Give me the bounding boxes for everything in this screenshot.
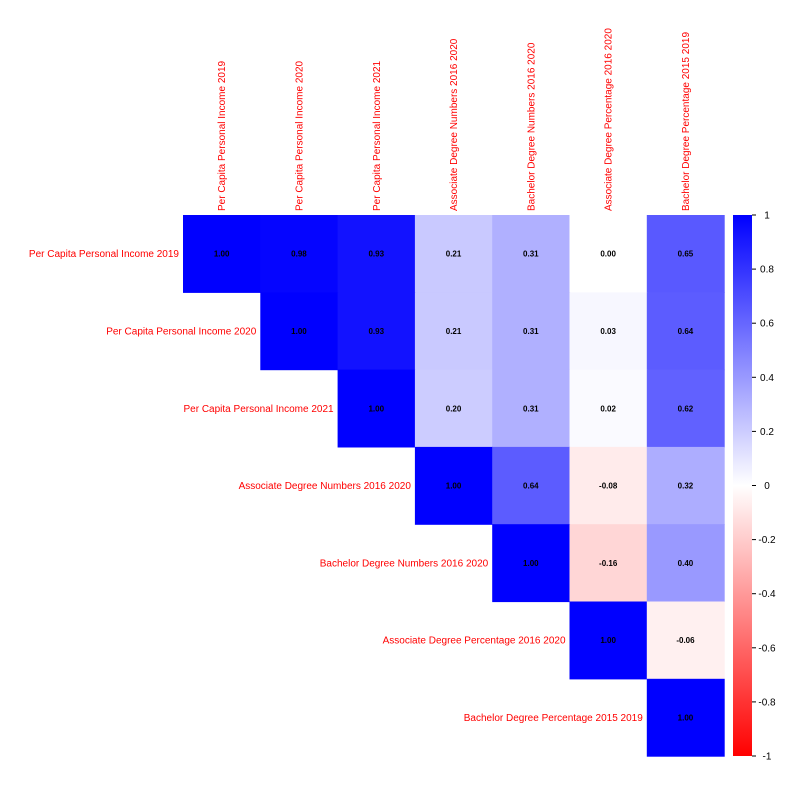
colorbar-tick-label: -1 [763,752,772,763]
heatmap-cell [646,678,725,757]
cell-value-label: 0.93 [368,250,384,259]
colorbar-tick-label: 0.2 [760,427,774,438]
heatmap-cell [646,369,725,448]
heatmap-cell [414,215,493,293]
heatmap-cell [414,369,493,448]
cell-value-label: 0.98 [291,250,307,259]
cell-value-label: 1.00 [446,482,462,491]
cell-value-label: 1.00 [291,327,307,336]
cell-value-label: 0.32 [678,482,694,491]
heatmap-cell [492,446,571,525]
heatmap-cell [569,601,648,680]
cell-value-label: -0.08 [599,482,618,491]
heatmap-cell [492,215,571,293]
cell-value-label: 0.21 [446,327,462,336]
column-label: Associate Degree Numbers 2016 2020 [449,38,460,211]
cell-value-label: 0.02 [600,404,616,413]
cell-value-label: 1.00 [678,713,694,722]
row-label: Bachelor Degree Numbers 2016 2020 [320,558,489,569]
heatmap-cell [569,369,648,448]
column-label: Per Capita Personal Income 2020 [294,60,305,211]
cell-value-label: 0.93 [368,327,384,336]
cell-value-label: 0.31 [523,250,539,259]
cell-value-label: 0.31 [523,327,539,336]
row-label: Associate Degree Numbers 2016 2020 [239,481,412,492]
heatmap-cell [646,292,725,371]
cell-value-label: 0.21 [446,250,462,259]
cell-value-label: 0.03 [600,327,616,336]
row-label: Associate Degree Percentage 2016 2020 [383,636,566,647]
cell-value-label: 1.00 [600,636,616,645]
row-label: Per Capita Personal Income 2019 [29,249,180,260]
column-label: Associate Degree Percentage 2016 2020 [604,28,615,211]
heatmap-cell [492,524,571,603]
row-label: Per Capita Personal Income 2021 [184,404,335,415]
colorbar-tick-label: -0.8 [758,697,776,708]
heatmap-cell [337,215,416,293]
column-label: Bachelor Degree Numbers 2016 2020 [526,42,537,211]
colorbar [733,215,752,756]
heatmap-cell [646,215,725,293]
cell-value-label: 0.64 [678,327,694,336]
cell-value-label: 0.00 [600,250,616,259]
heatmap-cell [337,369,416,448]
row-label: Bachelor Degree Percentage 2015 2019 [464,713,643,724]
heatmap-cell [414,446,493,525]
colorbar-tick-label: -0.6 [758,643,776,654]
column-label: Per Capita Personal Income 2019 [217,60,228,211]
cell-value-label: 0.64 [523,482,539,491]
heatmap-cell [414,292,493,371]
heatmap-cell [492,292,571,371]
heatmap-cell [492,369,571,448]
heatmap-cell [260,215,339,293]
colorbar-tick-label: 0 [764,481,770,492]
colorbar-tick-label: -0.4 [758,589,776,600]
heatmap-cells [183,215,725,757]
cell-value-label: -0.06 [676,636,695,645]
colorbar-tick-label: 1 [764,211,770,222]
colorbar-tick-label: -0.2 [758,535,776,546]
cell-value-label: 0.62 [678,404,694,413]
row-label: Per Capita Personal Income 2020 [106,326,257,337]
heatmap-cell [646,524,725,603]
heatmap-cell [569,524,648,603]
cell-value-label: 0.31 [523,404,539,413]
cell-value-label: 0.20 [446,404,462,413]
heatmap-cell [569,292,648,371]
heatmap-cell [260,292,339,371]
heatmap-cell [646,601,725,680]
column-label: Bachelor Degree Percentage 2015 2019 [681,32,692,211]
colorbar-tick-label: 0.6 [760,319,774,330]
cell-value-label: 1.00 [368,404,384,413]
heatmap-cell [569,446,648,525]
heatmap-cell [183,215,261,293]
cell-value-label: -0.16 [599,559,618,568]
heatmap-cell [337,292,416,371]
cell-value-label: 1.00 [214,250,230,259]
cell-value-label: 1.00 [523,559,539,568]
colorbar-tick-label: 0.4 [760,373,774,384]
heatmap-cell [646,446,725,525]
heatmap-cell [569,215,648,293]
cell-value-label: 0.40 [678,559,694,568]
cell-value-label: 0.65 [678,250,694,259]
column-label: Per Capita Personal Income 2021 [372,60,383,211]
colorbar-tick-label: 0.8 [760,265,774,276]
